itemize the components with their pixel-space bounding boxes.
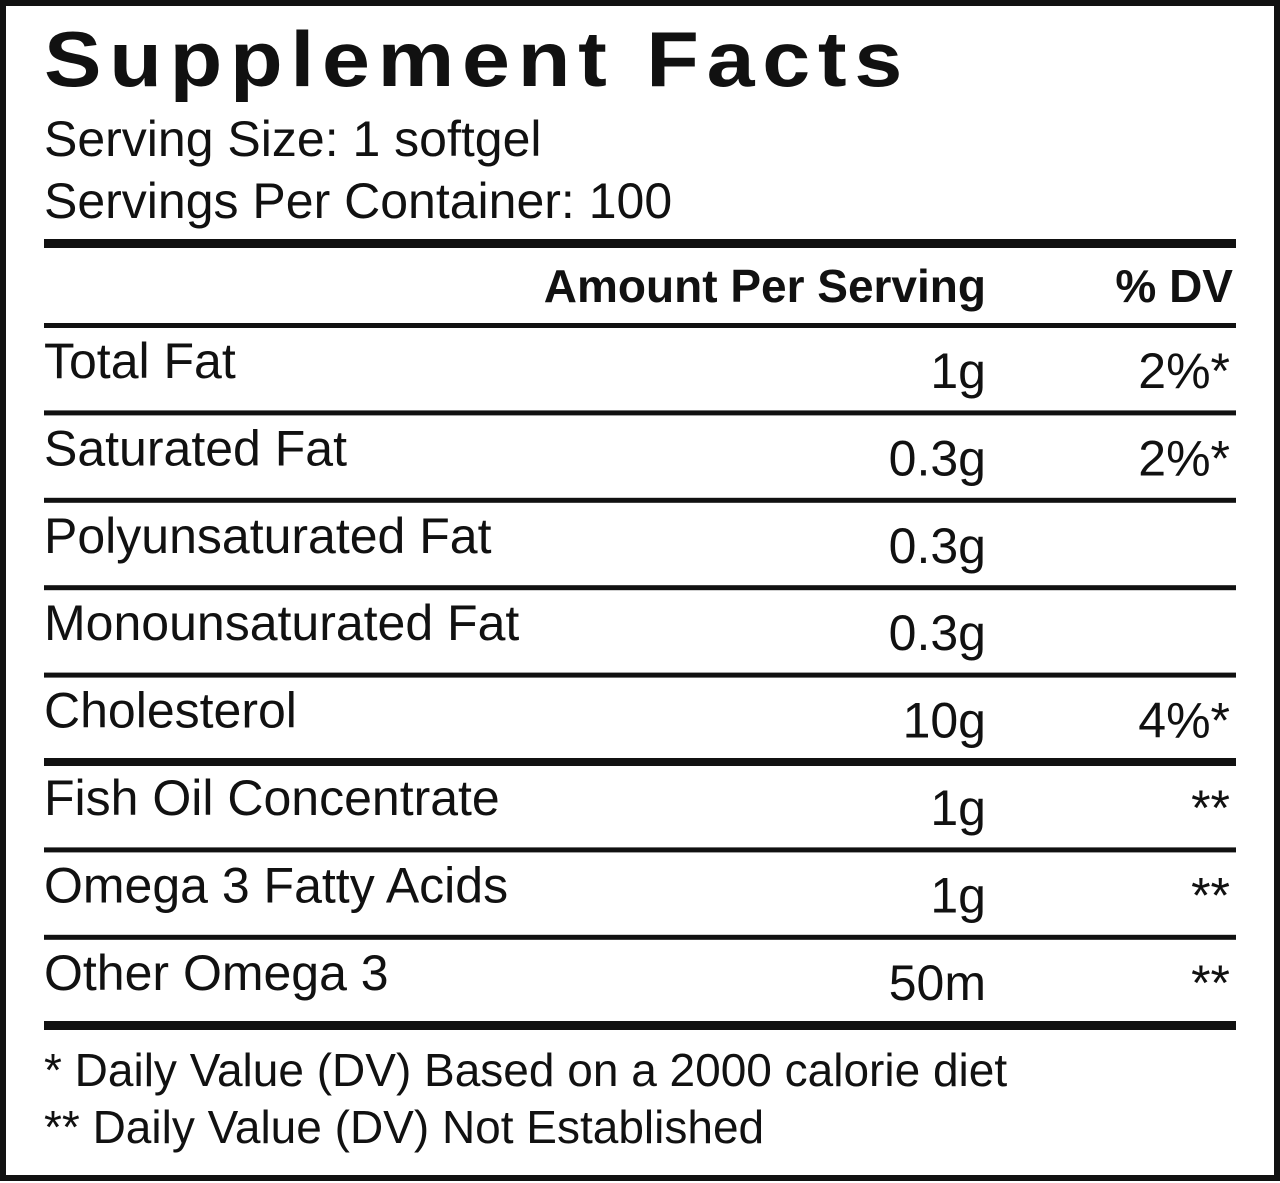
nutrient-name: Monounsaturated Fat bbox=[44, 595, 519, 651]
nutrient-dv: ** bbox=[1191, 955, 1230, 1011]
nutrient-dv: 4%* bbox=[1138, 693, 1230, 749]
servings-per-container: Servings Per Container: 100 bbox=[44, 173, 672, 229]
nutrient-dv: ** bbox=[1191, 780, 1230, 836]
nutrient-amount: 1g bbox=[930, 343, 986, 399]
nutrient-name: Saturated Fat bbox=[44, 420, 347, 476]
nutrient-amount: 1g bbox=[930, 867, 986, 923]
thick-rule bbox=[44, 239, 1236, 248]
rule bbox=[44, 585, 1236, 591]
nutrient-amount: 0.3g bbox=[889, 430, 986, 486]
nutrient-name: Cholesterol bbox=[44, 683, 297, 739]
rule bbox=[44, 934, 1236, 940]
nutrient-amount: 0.3g bbox=[889, 518, 986, 574]
rule bbox=[44, 497, 1236, 503]
nutrient-dv: 2%* bbox=[1138, 343, 1230, 399]
footnote: * Daily Value (DV) Based on a 2000 calor… bbox=[44, 1044, 1007, 1096]
nutrient-name: Total Fat bbox=[44, 333, 236, 389]
nutrient-name: Omega 3 Fatty Acids bbox=[44, 857, 508, 913]
serving-size: Serving Size: 1 softgel bbox=[44, 111, 542, 167]
column-header: Amount Per Serving bbox=[544, 260, 986, 312]
title: Supplement Facts bbox=[44, 15, 910, 103]
nutrient-amount: 10g bbox=[903, 693, 986, 749]
nutrient-amount: 1g bbox=[930, 780, 986, 836]
rule bbox=[44, 672, 1236, 678]
nutrient-name: Fish Oil Concentrate bbox=[44, 770, 500, 826]
nutrient-name: Polyunsaturated Fat bbox=[44, 508, 492, 564]
nutrient-amount: 0.3g bbox=[889, 605, 986, 661]
nutrient-name: Other Omega 3 bbox=[44, 945, 389, 1001]
nutrient-dv: ** bbox=[1191, 867, 1230, 923]
footnote: ** Daily Value (DV) Not Established bbox=[44, 1101, 764, 1153]
rule bbox=[44, 847, 1236, 853]
column-header: % DV bbox=[1115, 260, 1233, 312]
nutrient-amount: 50m bbox=[889, 955, 986, 1011]
nutrient-dv: 2%* bbox=[1138, 430, 1230, 486]
rule bbox=[44, 410, 1236, 416]
thick-rule bbox=[44, 1021, 1236, 1030]
rule bbox=[44, 758, 1236, 766]
rule bbox=[44, 323, 1236, 328]
